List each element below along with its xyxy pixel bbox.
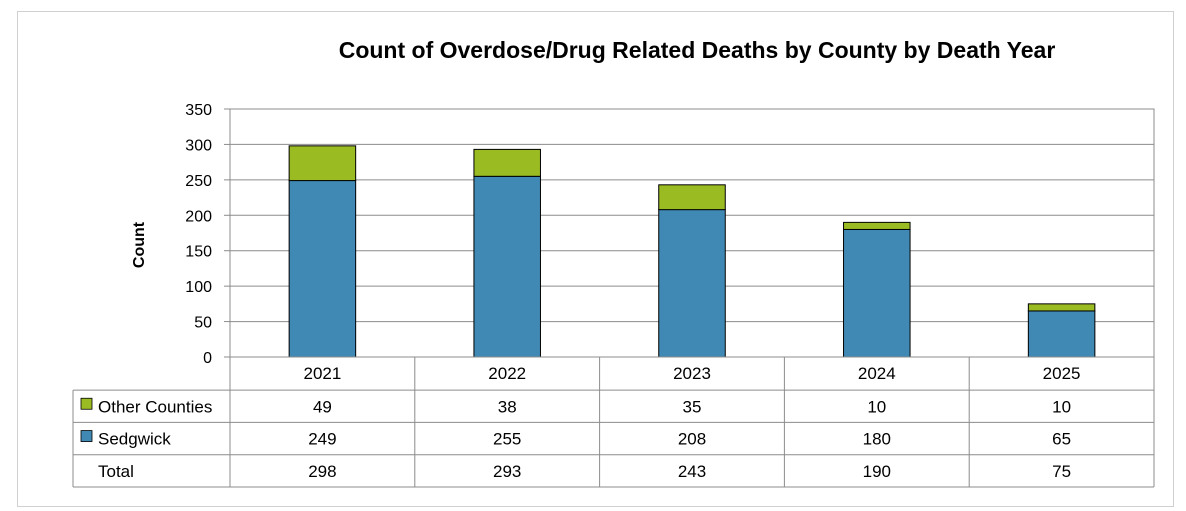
chart-frame: Count of Overdose/Drug Related Deaths by…	[17, 11, 1174, 507]
table-cell: 10	[867, 397, 886, 416]
table-cell: 10	[1052, 397, 1071, 416]
table-cell: 35	[683, 397, 702, 416]
bar-other-counties-2023	[658, 184, 726, 211]
bar-sedgwick-2024	[843, 228, 911, 358]
chart-title: Count of Overdose/Drug Related Deaths by…	[339, 37, 1056, 63]
table-cell: 65	[1052, 430, 1071, 449]
y-tick-label: 0	[203, 350, 212, 367]
table-cell: 38	[498, 397, 517, 416]
bar-other-counties-2025	[1027, 303, 1096, 312]
table-cell: 49	[313, 397, 332, 416]
y-tick-label: 250	[185, 173, 212, 190]
y-tick-label: 300	[185, 137, 212, 154]
x-category-label: 2022	[488, 364, 526, 383]
bar-other-counties-2024	[843, 221, 911, 230]
bar-sedgwick-2025	[1027, 310, 1096, 358]
y-axis-title: Count	[131, 221, 148, 268]
table-cell: 190	[863, 462, 891, 481]
legend-key-other-counties	[80, 397, 93, 410]
x-category-label: 2023	[673, 364, 711, 383]
stacked-bar-chart: Count of Overdose/Drug Related Deaths by…	[72, 37, 1155, 488]
y-tick-label: 50	[194, 315, 212, 332]
table-cell: 298	[308, 462, 336, 481]
y-axis-ticks: 0 50 100 150 200 250 300 350	[185, 102, 212, 367]
table-cell: 249	[308, 430, 336, 449]
table-cell: 180	[863, 430, 891, 449]
y-tick-label: 150	[185, 244, 212, 261]
legend-key-sedgwick	[80, 430, 93, 442]
y-tick-label: 350	[185, 102, 212, 119]
table-cell: 243	[678, 462, 706, 481]
bar-sedgwick-2022	[473, 175, 541, 358]
table-cell: 208	[678, 430, 706, 449]
bar-sedgwick-2023	[658, 209, 726, 358]
x-category-label: 2025	[1043, 364, 1081, 383]
data-table: 2021 2022 2023 2024 2025 Other Counties 49 38 35…	[72, 109, 1155, 488]
y-tick-label: 200	[185, 208, 212, 225]
bar-other-counties-2022	[473, 148, 541, 177]
x-category-label: 2024	[858, 364, 896, 383]
table-cell: 255	[493, 430, 521, 449]
bars	[288, 145, 1096, 358]
table-row-label: Sedgwick	[98, 430, 171, 449]
x-category-label: 2021	[303, 364, 341, 383]
bar-sedgwick-2021	[288, 180, 357, 358]
bar-other-counties-2021	[288, 145, 357, 182]
table-cell: 75	[1052, 462, 1071, 481]
table-row-label: Other Counties	[98, 397, 212, 416]
table-row-label: Total	[98, 462, 134, 481]
y-tick-label: 100	[185, 279, 212, 296]
table-cell: 293	[493, 462, 521, 481]
